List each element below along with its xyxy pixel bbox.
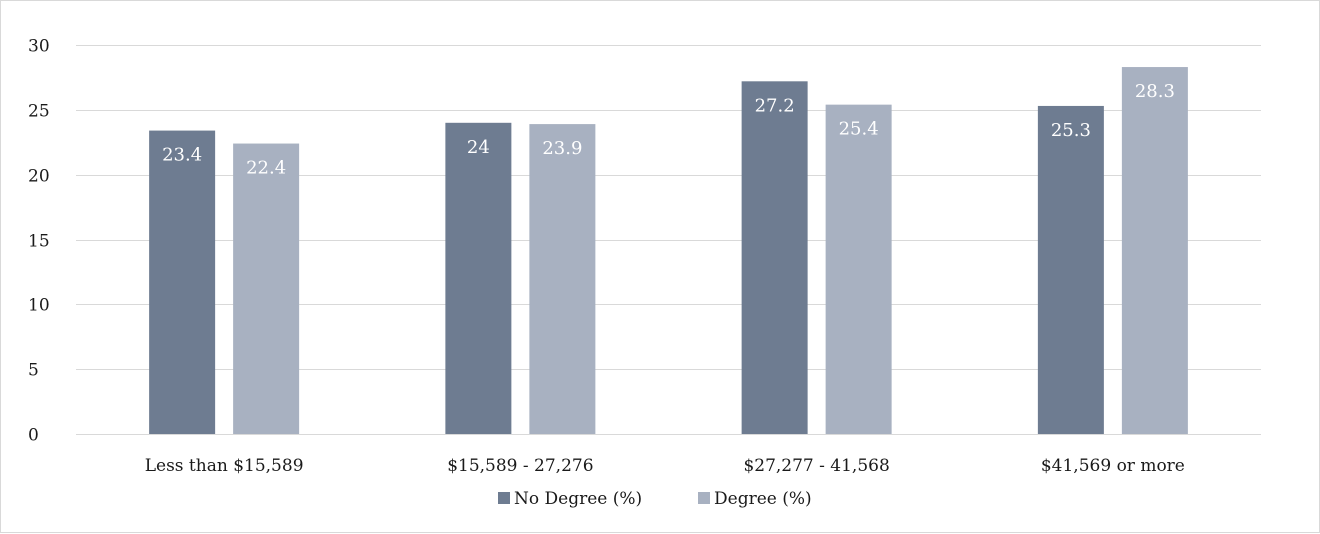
bar-degree-2 [825,104,892,434]
y-tick-label: 5 [28,361,39,381]
y-tick-label: 10 [28,296,50,316]
x-category-label: $15,589 - 27,276 [447,456,593,476]
legend-label-degree: Degree (%) [714,489,812,509]
bars [149,67,1188,435]
data-labels: 23.4 22.4 24 23.9 27.2 25.4 25.3 28.3 [162,81,1175,179]
y-tick-label: 30 [28,37,50,57]
data-label: 23.4 [162,145,202,166]
data-label: 28.3 [1135,81,1175,102]
x-category-label: $27,277 - 41,568 [743,456,889,476]
bar-no-degree-2 [741,81,808,434]
x-axis-category-labels: Less than $15,589 $15,589 - 27,276 $27,277… [145,456,1185,476]
bar-no-degree-0 [149,130,216,434]
data-label: 25.4 [839,119,879,140]
y-tick-label: 15 [28,232,50,252]
y-tick-label: 20 [28,167,50,187]
legend-label-no-degree: No Degree (%) [514,489,642,509]
legend-swatch-no-degree [498,492,510,504]
legend-swatch-degree [698,492,710,504]
y-axis-tick-labels: 0 5 10 15 20 25 30 [28,37,50,446]
data-label: 27.2 [755,95,795,116]
bar-degree-0 [233,143,300,434]
x-category-label: $41,569 or more [1041,456,1185,476]
data-label: 24 [467,137,490,158]
bar-no-degree-1 [445,122,512,435]
data-label: 23.9 [542,138,582,159]
bar-no-degree-3 [1037,105,1104,435]
bar-degree-1 [529,124,596,434]
y-tick-label: 0 [28,426,39,446]
data-label: 22.4 [246,158,286,179]
y-tick-label: 25 [28,102,50,122]
x-category-label: Less than $15,589 [145,456,304,476]
bar-degree-3 [1121,67,1188,434]
legend: No Degree (%) Degree (%) [498,489,812,509]
data-label: 25.3 [1051,120,1091,141]
